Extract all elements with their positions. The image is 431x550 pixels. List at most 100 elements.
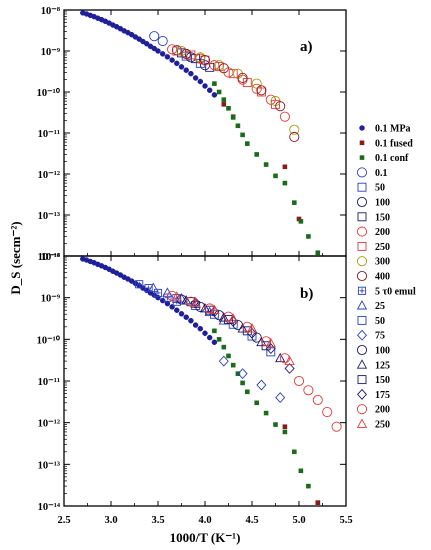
data-point — [183, 67, 189, 73]
data-point — [190, 297, 201, 309]
data-point — [195, 52, 206, 63]
data-point — [265, 337, 276, 348]
data-point — [221, 344, 227, 350]
data-point — [315, 500, 321, 506]
panel-b-ticks: 10⁻¹⁴ 10⁻¹³ 10⁻¹² 10⁻¹¹ 10⁻¹⁰ 10⁻⁹ 10⁻⁸ — [37, 252, 347, 513]
series-0.1-MPa — [80, 10, 218, 98]
legend-marker — [356, 418, 368, 428]
panel-a-marks — [80, 10, 321, 256]
x-tick-label: 2.5 — [57, 515, 70, 526]
data-point — [143, 41, 150, 47]
data-point — [218, 355, 229, 367]
legend-label: 175 — [375, 390, 390, 401]
data-point — [306, 234, 311, 239]
data-point — [206, 334, 213, 341]
data-point — [186, 50, 196, 60]
legend-marker — [357, 182, 367, 192]
data-point — [240, 132, 245, 138]
data-point — [312, 394, 323, 406]
data-point — [275, 352, 286, 363]
legend-label: 0.1 conf — [375, 153, 409, 164]
series-0.1-fused — [282, 424, 321, 506]
legend-marker — [356, 300, 368, 310]
data-point — [237, 368, 248, 380]
data-point — [174, 307, 180, 313]
legend-marker — [356, 404, 368, 415]
data-point — [254, 400, 259, 406]
legend-label: 75 — [375, 331, 385, 342]
legend-entry: 300 — [356, 256, 390, 268]
legend-entry: 50 — [357, 182, 385, 194]
data-point — [256, 85, 267, 96]
legend-marker — [356, 226, 368, 237]
data-point — [292, 200, 297, 205]
y-tick-label: 10⁻¹² — [38, 170, 60, 181]
legend-label: 100 — [375, 198, 390, 209]
legend-label: 0.1 — [375, 168, 388, 179]
data-point — [159, 51, 166, 57]
data-point — [223, 311, 234, 322]
y-tick-label: 10⁻⁹ — [41, 47, 60, 58]
legend-label: 200 — [375, 227, 390, 238]
data-point — [251, 78, 262, 89]
data-point — [284, 362, 295, 374]
data-point — [289, 131, 300, 143]
y-tick-label: 10⁻¹¹ — [38, 377, 60, 388]
legend-entry: 200 — [356, 226, 390, 238]
legend-entry: 100 — [356, 196, 390, 209]
data-point — [199, 55, 211, 66]
legend-label: 5 τ0 emul — [375, 286, 416, 297]
data-point — [298, 468, 304, 474]
y-axis-title: D_S (secm⁻²) — [8, 221, 23, 294]
data-point — [153, 288, 163, 297]
data-point — [306, 483, 311, 489]
series-0.1 — [149, 31, 168, 47]
data-point — [303, 385, 314, 396]
data-point — [155, 48, 161, 54]
data-point — [135, 280, 144, 289]
legend: 0.1 MPa 0.1 fused 0.1 conf 0.1 50 100 150 200 25… — [356, 124, 416, 431]
legend-entry: 175 — [356, 388, 390, 401]
legend-label: 0.1 fused — [375, 138, 413, 149]
legend-label: 50 — [375, 183, 385, 194]
data-point — [192, 322, 199, 328]
series-400 — [181, 48, 300, 143]
legend-label: 250 — [375, 242, 390, 253]
data-point — [204, 303, 215, 314]
legend-label: 25 — [375, 301, 385, 312]
y-tick-label: 10⁻¹³ — [38, 211, 60, 222]
legend-label: 50 — [375, 316, 385, 327]
data-point — [228, 69, 238, 79]
data-point — [235, 123, 241, 129]
data-point — [202, 83, 208, 89]
data-point — [256, 379, 267, 391]
data-point — [322, 406, 333, 418]
data-point — [186, 297, 196, 307]
data-point — [282, 429, 288, 435]
data-point — [226, 106, 231, 111]
data-point — [293, 375, 305, 387]
data-point — [206, 87, 213, 94]
data-point — [199, 302, 211, 313]
x-tick-label: 4.0 — [198, 515, 211, 526]
legend-label: 125 — [375, 360, 390, 371]
data-point — [245, 141, 250, 146]
data-point — [159, 297, 166, 304]
legend-marker — [356, 256, 368, 267]
data-point — [209, 60, 220, 71]
data-point — [216, 337, 222, 342]
data-point — [190, 297, 201, 307]
legend-entry: 400 — [356, 270, 390, 283]
x-tick-label: 3.0 — [104, 515, 117, 526]
legend-marker — [357, 375, 367, 385]
y-tick-label: 10⁻⁹ — [41, 294, 60, 305]
data-point — [292, 449, 297, 455]
series-75 — [218, 355, 286, 404]
legend-label: 300 — [375, 257, 390, 268]
data-point — [246, 323, 258, 333]
data-point — [289, 124, 300, 135]
x-axis-title: 1000/T (K⁻¹) — [170, 530, 241, 545]
data-point — [275, 101, 286, 112]
x-tick-label: 3.5 — [151, 515, 164, 526]
